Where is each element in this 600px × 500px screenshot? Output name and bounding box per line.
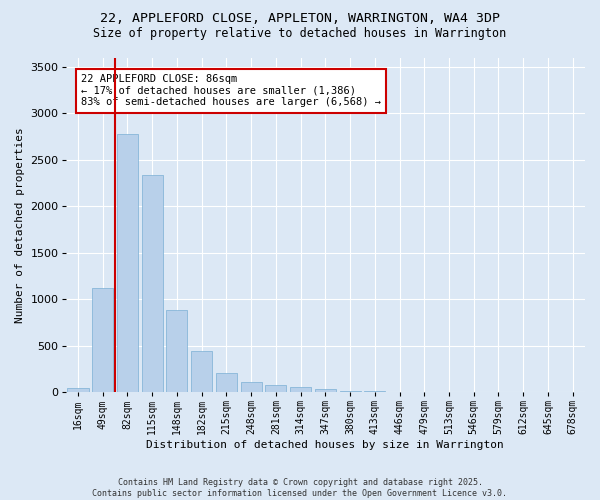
Text: Contains HM Land Registry data © Crown copyright and database right 2025.
Contai: Contains HM Land Registry data © Crown c…	[92, 478, 508, 498]
Text: Size of property relative to detached houses in Warrington: Size of property relative to detached ho…	[94, 28, 506, 40]
Bar	[142, 174, 163, 392]
Bar	[92, 288, 113, 392]
Text: 22, APPLEFORD CLOSE, APPLETON, WARRINGTON, WA4 3DP: 22, APPLEFORD CLOSE, APPLETON, WARRINGTO…	[100, 12, 500, 26]
Bar	[241, 382, 262, 392]
Bar	[315, 390, 336, 392]
X-axis label: Distribution of detached houses by size in Warrington: Distribution of detached houses by size …	[146, 440, 504, 450]
Bar	[340, 391, 361, 392]
Bar	[67, 388, 89, 392]
Bar	[265, 385, 286, 392]
Bar	[216, 373, 237, 392]
Bar	[166, 310, 187, 392]
Bar	[117, 134, 138, 392]
Y-axis label: Number of detached properties: Number of detached properties	[15, 127, 25, 323]
Text: 22 APPLEFORD CLOSE: 86sqm
← 17% of detached houses are smaller (1,386)
83% of se: 22 APPLEFORD CLOSE: 86sqm ← 17% of detac…	[81, 74, 381, 108]
Bar	[290, 387, 311, 392]
Bar	[191, 352, 212, 392]
